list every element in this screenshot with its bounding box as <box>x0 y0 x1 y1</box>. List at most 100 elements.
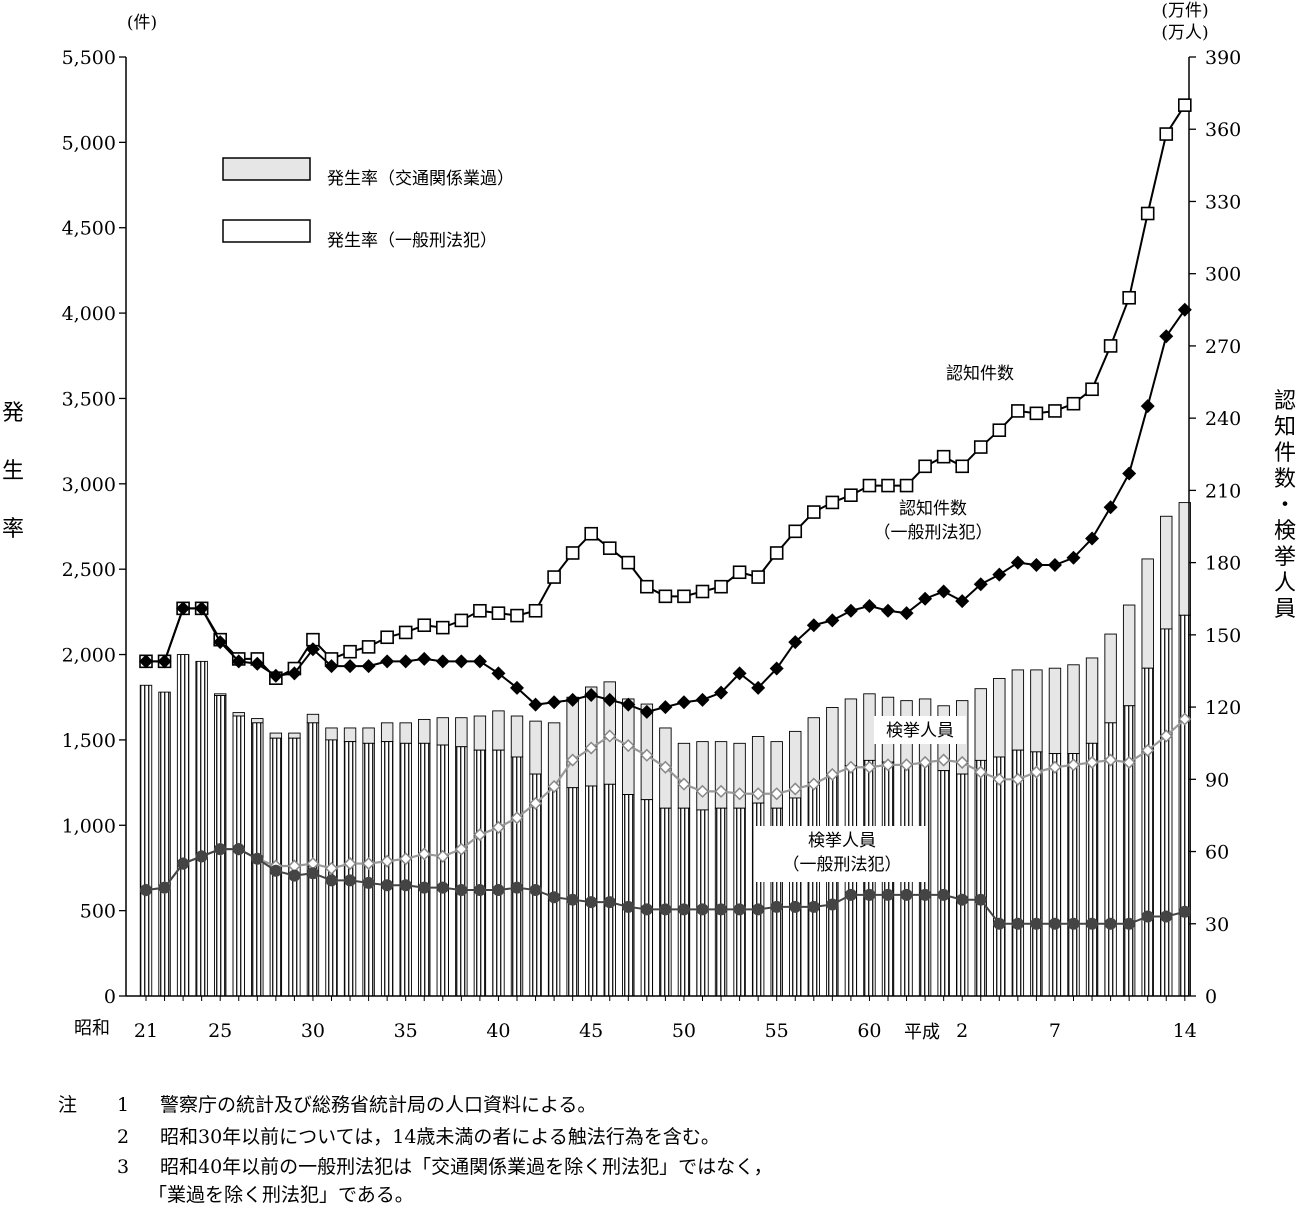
marker-filled-circle <box>826 898 839 911</box>
marker-filled-circle <box>733 903 746 916</box>
x-tick-label: 14 <box>1173 1020 1197 1042</box>
bar-general-rate <box>993 756 1006 997</box>
series-line-3 <box>146 309 1186 713</box>
bar-traffic-rate <box>714 741 728 809</box>
marker-filled-diamond <box>788 635 803 650</box>
marker-filled-circle <box>529 884 542 897</box>
bar-traffic-rate <box>566 696 579 789</box>
bar-general-rate <box>1030 751 1043 997</box>
bar-traffic-rate <box>343 727 357 743</box>
marker-filled-circle <box>418 881 431 894</box>
marker-filled-circle <box>473 884 486 897</box>
marker-filled-diamond <box>176 601 191 616</box>
annotation-recognized-general: 認知件数 <box>899 499 967 519</box>
bar-general-rate <box>714 807 728 997</box>
x-tick-label: 30 <box>301 1020 325 1042</box>
lines-layer <box>139 98 1192 930</box>
bar-general-rate <box>566 787 579 997</box>
marker-filled-diamond <box>454 654 469 669</box>
right-tick-label: 150 <box>1205 625 1241 647</box>
marker-filled-diamond <box>825 613 840 628</box>
bar-traffic-rate <box>306 713 320 724</box>
marker-open-diamond <box>677 777 691 791</box>
bar-traffic-rate <box>232 712 245 717</box>
bar-general-rate <box>176 654 190 997</box>
marker-open-square <box>547 570 561 584</box>
marker-filled-diamond <box>955 594 970 609</box>
marker-filled-circle <box>974 893 987 906</box>
marker-filled-circle <box>807 900 820 913</box>
marker-filled-circle <box>585 896 598 909</box>
marker-open-square <box>992 423 1007 437</box>
x-tick-label: 21 <box>134 1020 158 1042</box>
marker-filled-circle <box>752 903 765 916</box>
marker-filled-circle <box>214 843 227 856</box>
x-tick-label: 7 <box>1049 1020 1061 1042</box>
marker-open-square <box>769 546 784 560</box>
left-tick-label: 1,500 <box>62 730 116 752</box>
bar-traffic-rate <box>826 707 839 775</box>
marker-open-diamond <box>343 857 357 871</box>
marker-open-diamond <box>491 820 506 835</box>
bar-traffic-rate <box>1141 558 1154 669</box>
marker-open-square <box>1140 206 1155 221</box>
marker-filled-circle <box>140 884 152 897</box>
marker-open-square <box>417 618 432 633</box>
marker-filled-diamond <box>751 680 766 695</box>
right-tick-label: 60 <box>1205 842 1229 864</box>
bar-general-rate <box>473 749 487 997</box>
right-tick-label: 330 <box>1205 191 1241 213</box>
marker-open-square <box>454 613 469 628</box>
marker-filled-diamond <box>1066 550 1081 565</box>
bar-general-rate <box>807 782 820 997</box>
marker-filled-diamond <box>231 654 246 669</box>
marker-open-square <box>1122 290 1136 305</box>
marker-filled-circle <box>399 879 412 892</box>
marker-filled-circle <box>1123 917 1136 930</box>
bar-general-rate <box>1122 705 1136 997</box>
bar-traffic-rate <box>251 718 264 724</box>
bar-general-rate <box>1160 628 1173 997</box>
left-tick-label: 5,000 <box>62 132 116 154</box>
marker-open-diamond <box>658 760 672 774</box>
marker-open-square <box>1029 406 1044 421</box>
x-tick-label: 50 <box>672 1020 696 1042</box>
right-tick-label: 0 <box>1205 986 1217 1008</box>
marker-filled-diamond <box>417 651 432 666</box>
marker-open-diamond <box>1085 755 1099 770</box>
bar-general-rate <box>733 807 746 997</box>
bar-traffic-rate <box>1085 657 1099 744</box>
bar-general-rate <box>1048 753 1062 997</box>
marker-filled-diamond <box>843 603 858 618</box>
marker-filled-diamond <box>1103 500 1118 515</box>
marker-filled-circle <box>993 917 1006 930</box>
marker-filled-circle <box>325 874 338 887</box>
marker-filled-circle <box>622 900 635 913</box>
bar-general-rate <box>640 799 654 997</box>
right-tick-label: 210 <box>1205 480 1241 502</box>
marker-filled-diamond <box>714 685 729 700</box>
note-3-text-line2: 「業過を除く刑法犯」である。 <box>148 1184 414 1206</box>
marker-open-square <box>1103 339 1118 353</box>
marker-open-diamond <box>640 748 654 762</box>
right-axis-title-char: 知 <box>1274 415 1296 440</box>
marker-open-diamond <box>1029 765 1043 779</box>
marker-open-diamond <box>362 857 376 871</box>
right-axis-title-char: 件 <box>1274 441 1296 466</box>
marker-filled-circle <box>919 888 932 901</box>
marker-open-square <box>343 644 357 659</box>
bar-general-rate <box>696 809 709 997</box>
marker-open-square <box>973 440 988 454</box>
marker-open-square <box>806 505 821 519</box>
bar-general-rate <box>139 684 153 997</box>
marker-open-diamond <box>547 779 561 794</box>
bar-general-rate <box>1085 742 1099 997</box>
bar-general-rate <box>399 742 412 997</box>
marker-open-square <box>602 541 617 555</box>
note-3-text-line1: 昭和40年以前の一般刑法犯は「交通関係業過を除く刑法犯」ではなく， <box>160 1156 773 1178</box>
marker-open-square <box>1159 127 1174 141</box>
bar-traffic-rate <box>547 722 561 787</box>
marker-open-square <box>1011 404 1025 418</box>
marker-filled-circle <box>436 881 449 894</box>
marker-open-square <box>510 608 524 623</box>
